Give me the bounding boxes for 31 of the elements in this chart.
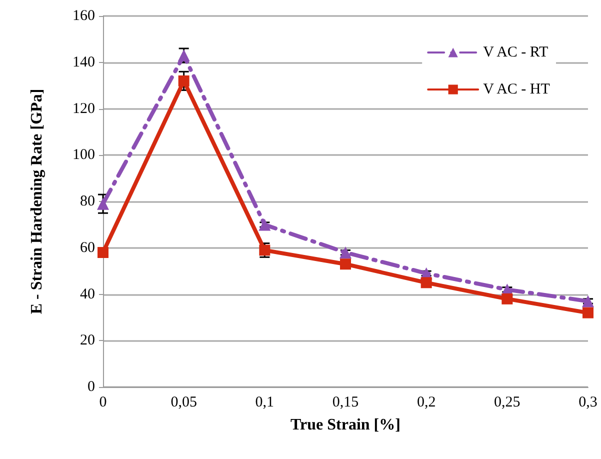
- y-tick-label: 40: [80, 286, 95, 302]
- point: [259, 244, 270, 256]
- x-tick-label: 0,05: [170, 394, 197, 410]
- point: [178, 75, 190, 86]
- x-tick-label: 0: [99, 394, 107, 410]
- y-tick-label: 60: [80, 240, 95, 256]
- x-tick-label: 0,1: [255, 394, 274, 410]
- legend-label: V AC - RT: [483, 44, 548, 60]
- x-tick-label: 0,15: [332, 394, 359, 410]
- y-tick-label: 160: [72, 8, 95, 24]
- x-tick-label: 0,25: [494, 394, 520, 410]
- point: [98, 247, 108, 258]
- y-tick-label: 100: [72, 147, 95, 164]
- point: [582, 307, 594, 318]
- x-axis-title: True Strain [%]: [290, 416, 400, 434]
- point: [582, 295, 594, 308]
- y-tick-label: 20: [80, 332, 95, 349]
- point: [420, 277, 432, 288]
- y-axis-title: E - Strain Hardening Rate [GPa]: [28, 88, 46, 314]
- y-tick-label: 120: [72, 100, 95, 117]
- y-tick-label: 140: [72, 54, 95, 70]
- x-tick-label: 0,2: [416, 394, 436, 410]
- point: [97, 198, 109, 210]
- point: [340, 246, 352, 259]
- point: [340, 258, 351, 270]
- y-tick-label: 0: [88, 379, 95, 395]
- y-tick-label: 80: [80, 194, 95, 210]
- point: [258, 218, 271, 231]
- point: [502, 293, 513, 304]
- legend-label: V AC - HT: [483, 82, 550, 98]
- x-tick-label: 0,3: [578, 394, 598, 410]
